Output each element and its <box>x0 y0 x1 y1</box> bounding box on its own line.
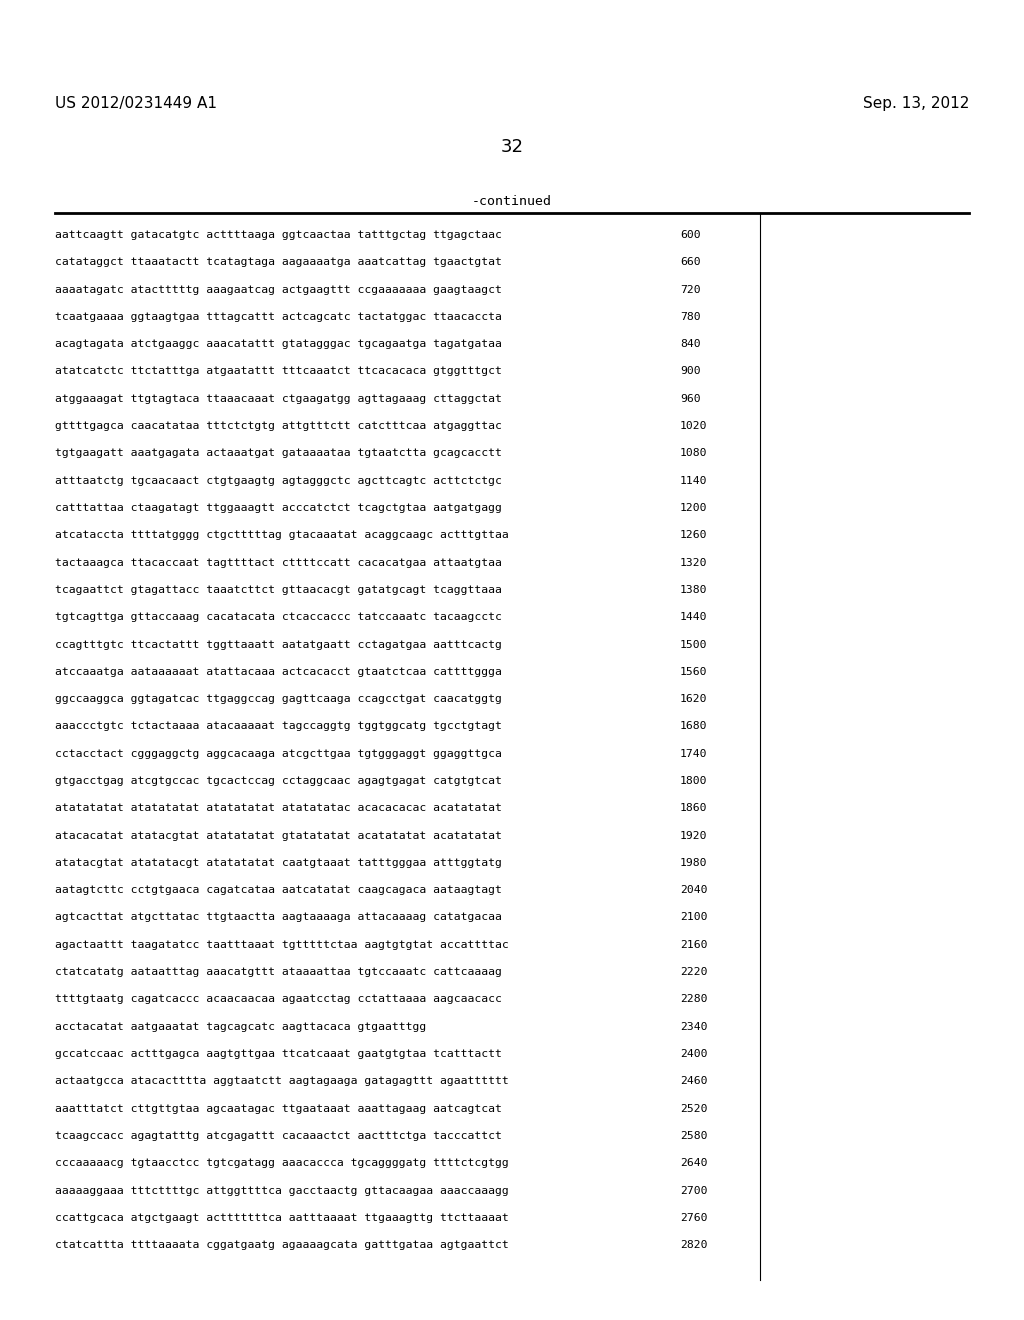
Text: 1620: 1620 <box>680 694 708 704</box>
Text: atccaaatga aataaaaaat atattacaaa actcacacct gtaatctcaa cattttggga: atccaaatga aataaaaaat atattacaaa actcaca… <box>55 667 502 677</box>
Text: ctatcattta ttttaaaata cggatgaatg agaaaagcata gatttgataa agtgaattct: ctatcattta ttttaaaata cggatgaatg agaaaag… <box>55 1239 509 1250</box>
Text: atggaaagat ttgtagtaca ttaaacaaat ctgaagatgg agttagaaag cttaggctat: atggaaagat ttgtagtaca ttaaacaaat ctgaaga… <box>55 393 502 404</box>
Text: atcataccta ttttatgggg ctgctttttag gtacaaatat acaggcaagc actttgttaa: atcataccta ttttatgggg ctgctttttag gtacaa… <box>55 531 509 540</box>
Text: 1200: 1200 <box>680 503 708 513</box>
Text: atatcatctc ttctatttga atgaatattt tttcaaatct ttcacacaca gtggtttgct: atatcatctc ttctatttga atgaatattt tttcaaa… <box>55 367 502 376</box>
Text: 1260: 1260 <box>680 531 708 540</box>
Text: Sep. 13, 2012: Sep. 13, 2012 <box>862 96 969 111</box>
Text: tactaaagca ttacaccaat tagttttact cttttccatt cacacatgaa attaatgtaa: tactaaagca ttacaccaat tagttttact cttttcc… <box>55 557 502 568</box>
Text: cccaaaaacg tgtaacctcc tgtcgatagg aaacaccca tgcaggggatg ttttctcgtgg: cccaaaaacg tgtaacctcc tgtcgatagg aaacacc… <box>55 1158 509 1168</box>
Text: acctacatat aatgaaatat tagcagcatc aagttacaca gtgaatttgg: acctacatat aatgaaatat tagcagcatc aagttac… <box>55 1022 426 1032</box>
Text: tcaagccacc agagtatttg atcgagattt cacaaactct aactttctga tacccattct: tcaagccacc agagtatttg atcgagattt cacaaac… <box>55 1131 502 1140</box>
Text: 1020: 1020 <box>680 421 708 432</box>
Text: aaaatagatc atactttttg aaagaatcag actgaagttt ccgaaaaaaa gaagtaagct: aaaatagatc atactttttg aaagaatcag actgaag… <box>55 285 502 294</box>
Text: 1560: 1560 <box>680 667 708 677</box>
Text: 600: 600 <box>680 230 700 240</box>
Text: cctacctact cgggaggctg aggcacaaga atcgcttgaa tgtgggaggt ggaggttgca: cctacctact cgggaggctg aggcacaaga atcgctt… <box>55 748 502 759</box>
Text: ggccaaggca ggtagatcac ttgaggccag gagttcaaga ccagcctgat caacatggtg: ggccaaggca ggtagatcac ttgaggccag gagttca… <box>55 694 502 704</box>
Text: gtgacctgag atcgtgccac tgcactccag cctaggcaac agagtgagat catgtgtcat: gtgacctgag atcgtgccac tgcactccag cctaggc… <box>55 776 502 785</box>
Text: 780: 780 <box>680 312 700 322</box>
Text: aaaccctgtc tctactaaaa atacaaaaat tagccaggtg tggtggcatg tgcctgtagt: aaaccctgtc tctactaaaa atacaaaaat tagccag… <box>55 722 502 731</box>
Text: atatacgtat atatatacgt atatatatat caatgtaaat tatttgggaa atttggtatg: atatacgtat atatatacgt atatatatat caatgta… <box>55 858 502 869</box>
Text: 32: 32 <box>501 139 523 156</box>
Text: gccatccaac actttgagca aagtgttgaa ttcatcaaat gaatgtgtaa tcatttactt: gccatccaac actttgagca aagtgttgaa ttcatca… <box>55 1049 502 1059</box>
Text: 2760: 2760 <box>680 1213 708 1222</box>
Text: ccagtttgtc ttcactattt tggttaaatt aatatgaatt cctagatgaa aatttcactg: ccagtttgtc ttcactattt tggttaaatt aatatga… <box>55 639 502 649</box>
Text: 660: 660 <box>680 257 700 267</box>
Text: ctatcatatg aataatttag aaacatgttt ataaaattaa tgtccaaatc cattcaaaag: ctatcatatg aataatttag aaacatgttt ataaaat… <box>55 968 502 977</box>
Text: US 2012/0231449 A1: US 2012/0231449 A1 <box>55 96 217 111</box>
Text: 1680: 1680 <box>680 722 708 731</box>
Text: gttttgagca caacatataa tttctctgtg attgtttctt catctttcaa atgaggttac: gttttgagca caacatataa tttctctgtg attgttt… <box>55 421 502 432</box>
Text: 2820: 2820 <box>680 1239 708 1250</box>
Text: 720: 720 <box>680 285 700 294</box>
Text: catttattaa ctaagatagt ttggaaagtt acccatctct tcagctgtaa aatgatgagg: catttattaa ctaagatagt ttggaaagtt acccatc… <box>55 503 502 513</box>
Text: 1320: 1320 <box>680 557 708 568</box>
Text: agtcacttat atgcttatac ttgtaactta aagtaaaaga attacaaaag catatgacaa: agtcacttat atgcttatac ttgtaactta aagtaaa… <box>55 912 502 923</box>
Text: 900: 900 <box>680 367 700 376</box>
Text: 2160: 2160 <box>680 940 708 950</box>
Text: 2640: 2640 <box>680 1158 708 1168</box>
Text: 2460: 2460 <box>680 1076 708 1086</box>
Text: 2400: 2400 <box>680 1049 708 1059</box>
Text: 1080: 1080 <box>680 449 708 458</box>
Text: 1980: 1980 <box>680 858 708 869</box>
Text: 2340: 2340 <box>680 1022 708 1032</box>
Text: aaatttatct cttgttgtaa agcaatagac ttgaataaat aaattagaag aatcagtcat: aaatttatct cttgttgtaa agcaatagac ttgaata… <box>55 1104 502 1114</box>
Text: acagtagata atctgaaggc aaacatattt gtatagggac tgcagaatga tagatgataa: acagtagata atctgaaggc aaacatattt gtatagg… <box>55 339 502 350</box>
Text: 2100: 2100 <box>680 912 708 923</box>
Text: 1440: 1440 <box>680 612 708 622</box>
Text: atatatatat atatatatat atatatatat atatatatac acacacacac acatatatat: atatatatat atatatatat atatatatat atatata… <box>55 804 502 813</box>
Text: 960: 960 <box>680 393 700 404</box>
Text: -continued: -continued <box>472 195 552 209</box>
Text: ttttgtaatg cagatcaccc acaacaacaa agaatcctag cctattaaaa aagcaacacc: ttttgtaatg cagatcaccc acaacaacaa agaatcc… <box>55 994 502 1005</box>
Text: tgtgaagatt aaatgagata actaaatgat gataaaataa tgtaatctta gcagcacctt: tgtgaagatt aaatgagata actaaatgat gataaaa… <box>55 449 502 458</box>
Text: aaaaaggaaa tttcttttgc attggttttca gacctaactg gttacaagaa aaaccaaagg: aaaaaggaaa tttcttttgc attggttttca gaccta… <box>55 1185 509 1196</box>
Text: 1860: 1860 <box>680 804 708 813</box>
Text: atacacatat atatacgtat atatatatat gtatatatat acatatatat acatatatat: atacacatat atatacgtat atatatatat gtatata… <box>55 830 502 841</box>
Text: tcaatgaaaa ggtaagtgaa tttagcattt actcagcatc tactatggac ttaacaccta: tcaatgaaaa ggtaagtgaa tttagcattt actcagc… <box>55 312 502 322</box>
Text: 2280: 2280 <box>680 994 708 1005</box>
Text: tcagaattct gtagattacc taaatcttct gttaacacgt gatatgcagt tcaggttaaa: tcagaattct gtagattacc taaatcttct gttaaca… <box>55 585 502 595</box>
Text: agactaattt taagatatcc taatttaaat tgtttttctaa aagtgtgtat accattttac: agactaattt taagatatcc taatttaaat tgttttt… <box>55 940 509 950</box>
Text: 1920: 1920 <box>680 830 708 841</box>
Text: 2040: 2040 <box>680 886 708 895</box>
Text: aattcaagtt gatacatgtc acttttaaga ggtcaactaa tatttgctag ttgagctaac: aattcaagtt gatacatgtc acttttaaga ggtcaac… <box>55 230 502 240</box>
Text: catataggct ttaaatactt tcatagtaga aagaaaatga aaatcattag tgaactgtat: catataggct ttaaatactt tcatagtaga aagaaaa… <box>55 257 502 267</box>
Text: 1380: 1380 <box>680 585 708 595</box>
Text: 1800: 1800 <box>680 776 708 785</box>
Text: 1740: 1740 <box>680 748 708 759</box>
Text: 840: 840 <box>680 339 700 350</box>
Text: aatagtcttc cctgtgaaca cagatcataa aatcatatat caagcagaca aataagtagt: aatagtcttc cctgtgaaca cagatcataa aatcata… <box>55 886 502 895</box>
Text: 2580: 2580 <box>680 1131 708 1140</box>
Text: 1500: 1500 <box>680 639 708 649</box>
Text: 2700: 2700 <box>680 1185 708 1196</box>
Text: ccattgcaca atgctgaagt actttttttca aatttaaaat ttgaaagttg ttcttaaaat: ccattgcaca atgctgaagt actttttttca aattta… <box>55 1213 509 1222</box>
Text: 2520: 2520 <box>680 1104 708 1114</box>
Text: 2220: 2220 <box>680 968 708 977</box>
Text: atttaatctg tgcaacaact ctgtgaagtg agtagggctc agcttcagtc acttctctgc: atttaatctg tgcaacaact ctgtgaagtg agtaggg… <box>55 475 502 486</box>
Text: 1140: 1140 <box>680 475 708 486</box>
Text: actaatgcca atacactttta aggtaatctt aagtagaaga gatagagttt agaatttttt: actaatgcca atacactttta aggtaatctt aagtag… <box>55 1076 509 1086</box>
Text: tgtcagttga gttaccaaag cacatacata ctcaccaccc tatccaaatc tacaagcctc: tgtcagttga gttaccaaag cacatacata ctcacca… <box>55 612 502 622</box>
